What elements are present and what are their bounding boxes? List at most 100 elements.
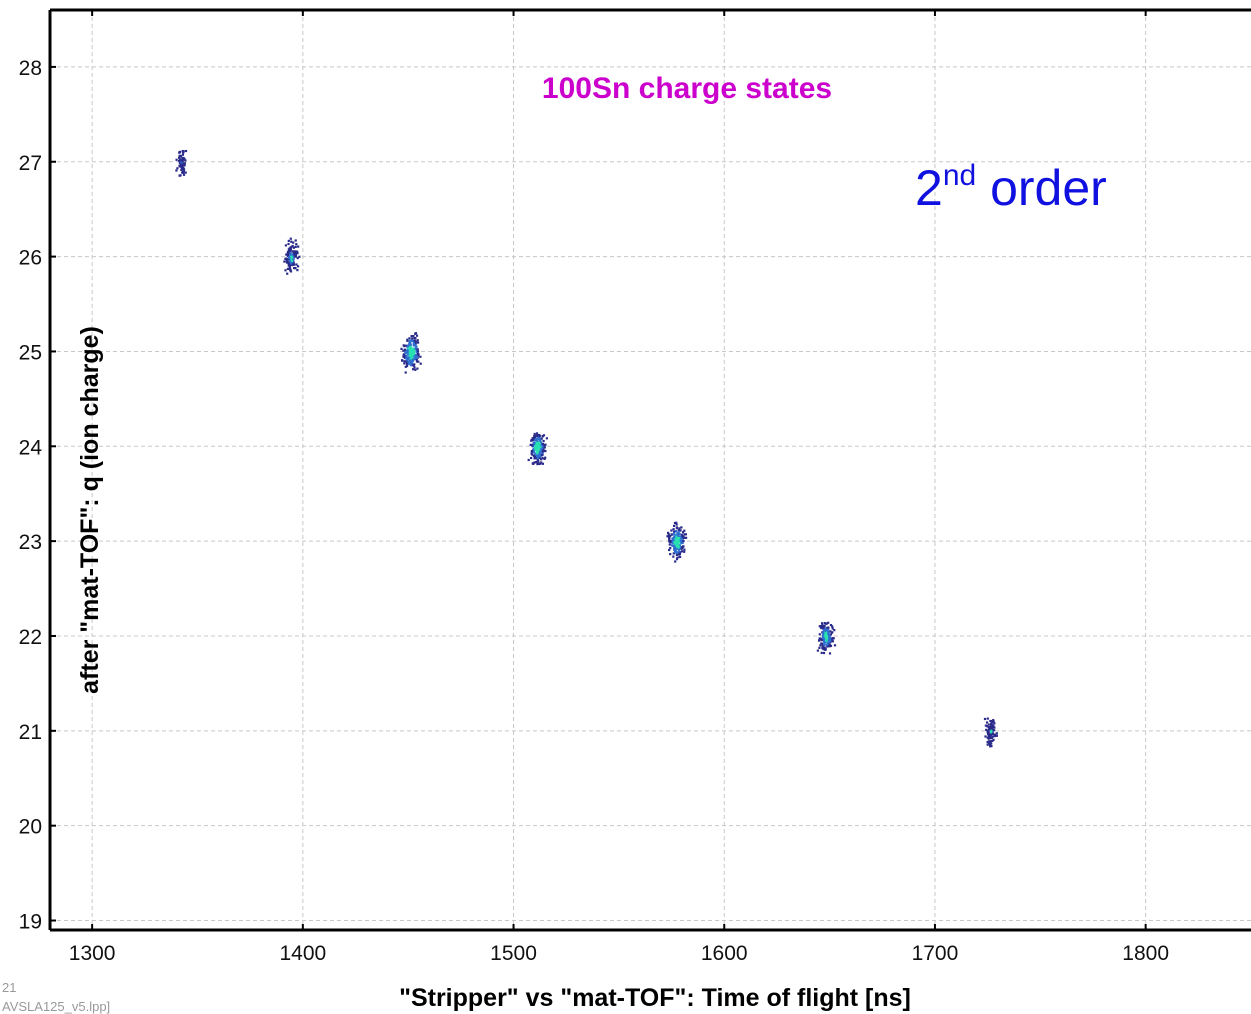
cluster-pixel xyxy=(181,157,184,160)
cluster-pixel xyxy=(414,332,418,335)
cluster-pixel xyxy=(831,627,834,630)
cluster-pixel xyxy=(818,633,821,636)
cluster-pixel xyxy=(534,444,537,447)
cluster-pixel xyxy=(829,644,832,648)
cluster-pixel xyxy=(680,526,683,529)
cluster-pixel xyxy=(288,259,291,262)
cluster-pixel xyxy=(535,434,538,437)
cluster-pixel xyxy=(986,736,989,739)
cluster-pixel xyxy=(826,641,829,645)
cluster-pixel xyxy=(681,541,684,545)
cluster-pixel xyxy=(678,547,681,550)
cluster-pixel xyxy=(991,732,994,735)
cluster-pixel xyxy=(178,150,182,153)
cluster-pixel xyxy=(538,446,541,449)
cluster-pixel xyxy=(823,622,826,625)
cluster-pixel xyxy=(829,630,832,633)
cluster-pixel xyxy=(988,735,991,738)
cluster-pixel xyxy=(295,263,298,266)
cluster-pixel xyxy=(406,364,409,368)
cluster-pixel xyxy=(538,462,541,465)
cluster-pixel xyxy=(682,545,685,548)
cluster-pixel xyxy=(408,358,412,361)
cluster-pixel xyxy=(987,740,990,743)
cluster-pixel xyxy=(403,362,406,365)
cluster-pixel xyxy=(677,529,680,532)
cluster-pixel xyxy=(667,534,670,537)
cluster-pixel xyxy=(823,637,826,640)
y-tick-label: 24 xyxy=(19,436,43,459)
cluster-pixel xyxy=(405,355,408,358)
cluster-pixel xyxy=(989,719,992,723)
cluster-pixel xyxy=(413,363,416,366)
cluster-pixel xyxy=(819,625,822,628)
cluster-pixel xyxy=(534,435,537,438)
cluster-pixel xyxy=(413,344,416,347)
cluster-pixel xyxy=(290,259,293,262)
cluster-pixel xyxy=(824,641,827,644)
cluster-pixel xyxy=(543,449,546,452)
cluster-pixel xyxy=(289,237,292,240)
charge-state-cluster xyxy=(527,432,548,466)
cluster-pixel xyxy=(287,242,290,246)
cluster-pixel xyxy=(540,461,543,464)
cluster-pixel xyxy=(294,250,298,253)
cluster-pixel xyxy=(677,534,680,537)
cluster-pixel xyxy=(674,549,677,552)
cluster-pixel xyxy=(668,543,671,546)
charge-state-cluster xyxy=(283,237,301,275)
cluster-pixel xyxy=(679,536,682,539)
cluster-pixel xyxy=(673,521,677,525)
cluster-pixel xyxy=(413,366,416,369)
cluster-pixel xyxy=(822,651,826,655)
cluster-pixel xyxy=(284,269,287,272)
cluster-pixel xyxy=(182,151,185,154)
cluster-pixel xyxy=(411,337,414,340)
cluster-pixel xyxy=(408,350,411,353)
cluster-pixel xyxy=(676,556,679,559)
cluster-pixel xyxy=(685,536,688,539)
cluster-pixel xyxy=(542,434,546,437)
charge-state-cluster xyxy=(175,149,188,177)
cluster-pixel xyxy=(409,345,412,348)
cluster-pixel xyxy=(678,541,681,544)
cluster-pixel xyxy=(540,458,543,461)
cluster-pixel xyxy=(989,744,992,747)
cluster-pixel xyxy=(404,352,407,355)
cluster-pixel xyxy=(991,728,994,731)
cluster-pixel xyxy=(669,547,672,550)
cluster-pixel xyxy=(412,341,415,345)
cluster-pixel xyxy=(674,536,678,539)
cluster-pixel xyxy=(821,645,824,648)
cluster-pixel xyxy=(676,532,679,535)
cluster-pixel xyxy=(184,171,187,174)
cluster-pixel xyxy=(676,544,679,547)
cluster-pixel xyxy=(290,240,293,243)
cluster-pixel xyxy=(537,449,540,452)
cluster-pixel xyxy=(533,443,536,446)
x-axis-title: "Stripper" vs "mat-TOF": Time of flight … xyxy=(399,984,911,1012)
cluster-pixel xyxy=(824,631,827,634)
cluster-pixel xyxy=(536,458,539,461)
cluster-pixel xyxy=(532,448,535,451)
cluster-pixel xyxy=(530,456,533,460)
cluster-pixel xyxy=(672,539,675,542)
cluster-pixel xyxy=(830,639,833,642)
cluster-pixel xyxy=(176,167,179,170)
cluster-pixel xyxy=(683,529,686,532)
cluster-pixel xyxy=(542,439,545,443)
cluster-pixel xyxy=(407,344,410,347)
cluster-pixel xyxy=(825,622,828,625)
cluster-pixel xyxy=(532,451,536,454)
cluster-pixel xyxy=(294,255,297,258)
cluster-pixel xyxy=(541,444,544,447)
cluster-pixel xyxy=(289,252,292,255)
cluster-pixel xyxy=(829,640,832,643)
x-tick-label: 1600 xyxy=(701,942,748,965)
cluster-pixel xyxy=(537,456,540,460)
cluster-pixel xyxy=(289,267,292,270)
cluster-pixel xyxy=(404,371,407,374)
charge-state-cluster xyxy=(400,332,422,374)
cluster-pixel xyxy=(408,359,411,362)
